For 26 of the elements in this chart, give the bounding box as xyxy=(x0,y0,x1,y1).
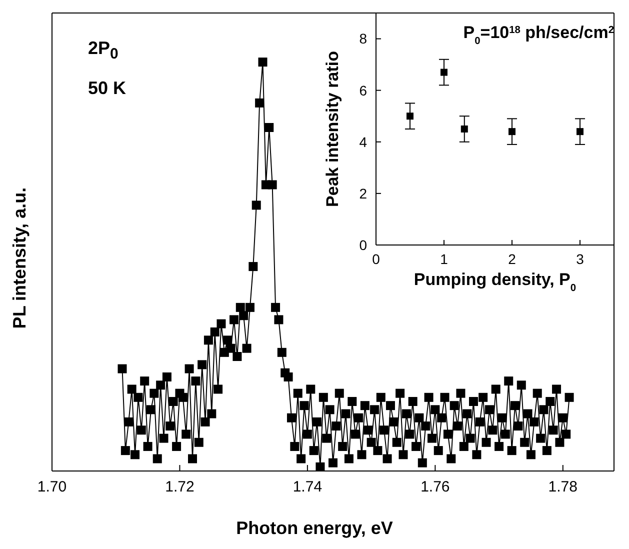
x-tick-label: 1 xyxy=(440,250,448,267)
point xyxy=(406,112,414,120)
x-axis-title: Pumping density, P$_{0}$ xyxy=(414,270,576,294)
y-tick-label: 2 xyxy=(359,185,368,202)
y-tick-label: 6 xyxy=(359,82,368,98)
point xyxy=(440,68,448,76)
x-tick-label: 3 xyxy=(576,250,584,267)
annotation: P$_{0}$=10$^{18}$ ph/sec/cm$^{2}$ xyxy=(463,23,614,46)
x-tick-label: 1.70 xyxy=(37,478,67,496)
x-tick-label: 1.78 xyxy=(548,478,578,496)
y-tick-label: 4 xyxy=(359,134,368,150)
y-tick-label: 8 xyxy=(359,30,368,47)
point xyxy=(576,128,584,136)
y-axis-title: PL intensity, a.u. xyxy=(10,187,30,329)
x-tick-label: 1.74 xyxy=(292,478,322,496)
annotation: 50 K xyxy=(88,78,126,99)
annotation: 2P$_{0}$ xyxy=(88,38,118,63)
y-tick-label: 0 xyxy=(359,236,368,253)
y-axis-title: Peak intensity ratio xyxy=(323,51,342,207)
x-tick-label: 0 xyxy=(372,250,380,267)
x-tick-label: 2 xyxy=(508,250,516,267)
point xyxy=(508,128,516,136)
point xyxy=(460,126,468,132)
x-axis-title: Photon energy, eV xyxy=(235,518,394,539)
x-tick-label: 1.72 xyxy=(165,478,194,496)
x-tick-label: 1.76 xyxy=(420,478,450,496)
